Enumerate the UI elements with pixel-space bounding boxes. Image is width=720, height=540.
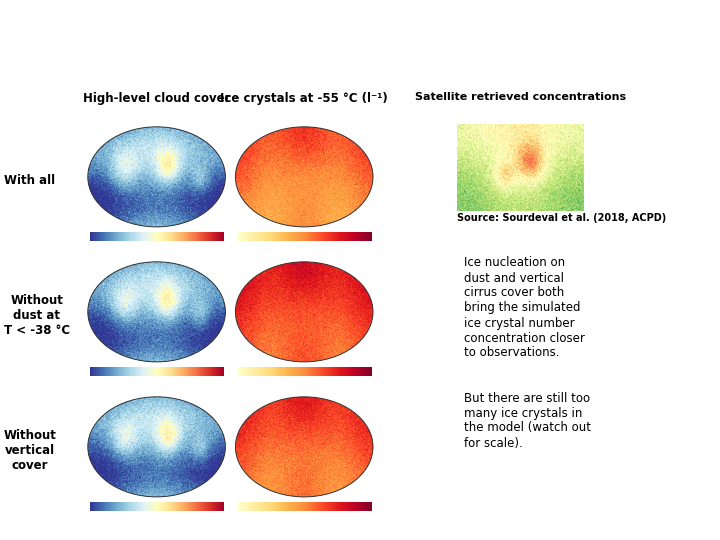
Text: Ice crystals at -55 °C (l⁻¹): Ice crystals at -55 °C (l⁻¹) [220,92,388,105]
Ellipse shape [235,262,373,362]
Text: to reproduce the observations?: to reproduce the observations? [150,57,570,82]
Text: Ice nucleation on
dust and vertical
cirrus cover both
bring the simulated
ice cr: Ice nucleation on dust and vertical cirr… [464,256,585,360]
Text: High-level cloud cover: High-level cloud cover [83,92,230,105]
Text: Source: Sourdeval et al. (2018, ACPD): Source: Sourdeval et al. (2018, ACPD) [457,213,667,223]
Ellipse shape [88,397,225,497]
Ellipse shape [235,127,373,227]
Text: Sensitivity studies: Which processes are necessary: Sensitivity studies: Which processes are… [19,19,701,43]
Text: Satellite retrieved concentrations: Satellite retrieved concentrations [415,92,626,102]
Ellipse shape [88,127,225,227]
Ellipse shape [235,397,373,497]
Text: Without
dust at
T < -38 °C: Without dust at T < -38 °C [4,294,70,338]
Text: Without
vertical
cover: Without vertical cover [4,429,56,472]
Text: But there are still too
many ice crystals in
the model (watch out
for scale).: But there are still too many ice crystal… [464,392,591,449]
Ellipse shape [88,262,225,362]
Text: With all: With all [4,174,55,187]
